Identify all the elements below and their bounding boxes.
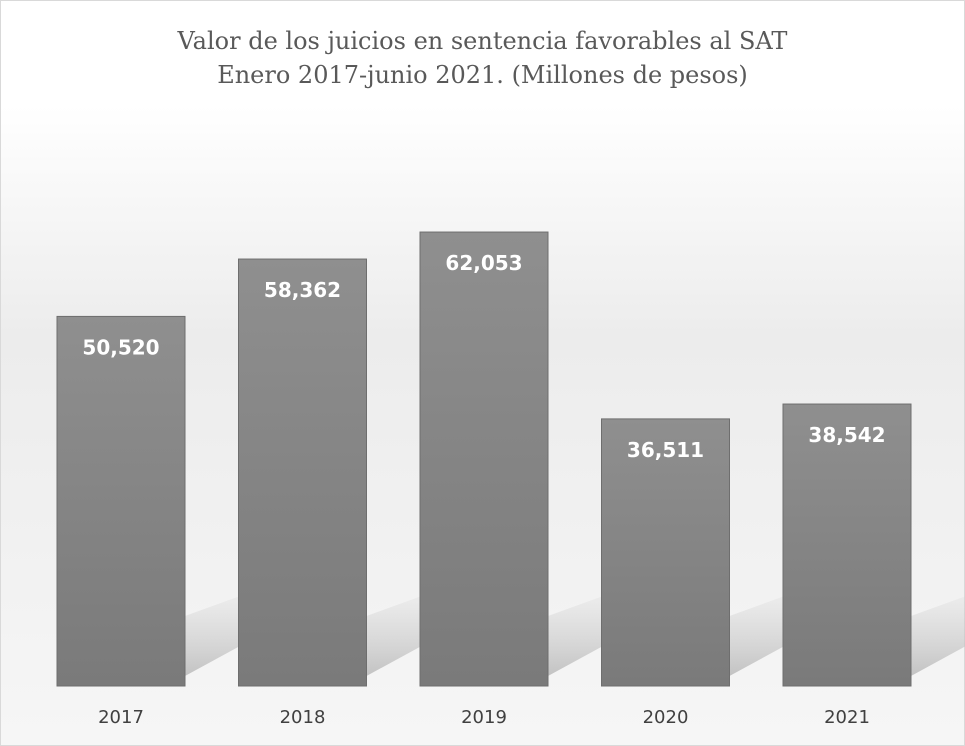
bar-2017 [56, 315, 186, 687]
bar-shadow [548, 596, 603, 676]
bar-shadow [729, 596, 785, 676]
data-label-2019: 62,053 [445, 251, 522, 275]
x-tick-label-2018: 2018 [280, 707, 326, 728]
x-tick-label-2021: 2021 [824, 707, 870, 728]
bar-2018 [238, 258, 367, 687]
data-label-2021: 38,542 [808, 423, 885, 447]
bar-shadow [185, 596, 240, 676]
bar-shadow [911, 596, 965, 676]
bar-2021 [782, 403, 912, 687]
data-label-2017: 50,520 [82, 335, 159, 359]
x-tick-label-2020: 2020 [643, 707, 689, 728]
x-tick-label-2017: 2017 [98, 707, 144, 728]
data-label-2020: 36,511 [627, 438, 704, 462]
data-label-2018: 58,362 [264, 278, 341, 302]
bar-shadow [366, 596, 422, 676]
chart-subtitle: Enero 2017-junio 2021. (Millones de peso… [217, 61, 748, 89]
bar-2019 [419, 231, 549, 687]
x-tick-label-2019: 2019 [461, 707, 507, 728]
chart-title: Valor de los juicios en sentencia favora… [177, 27, 788, 55]
bar-2020 [601, 418, 730, 687]
